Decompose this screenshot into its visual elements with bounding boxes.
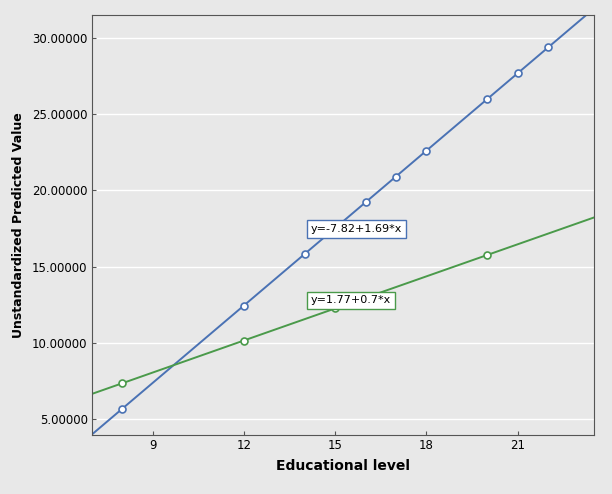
X-axis label: Educational level: Educational level — [276, 459, 409, 473]
Text: y=-7.82+1.69*x: y=-7.82+1.69*x — [311, 224, 402, 234]
Text: y=1.77+0.7*x: y=1.77+0.7*x — [311, 295, 391, 305]
Y-axis label: Unstandardized Predicted Value: Unstandardized Predicted Value — [12, 112, 25, 337]
